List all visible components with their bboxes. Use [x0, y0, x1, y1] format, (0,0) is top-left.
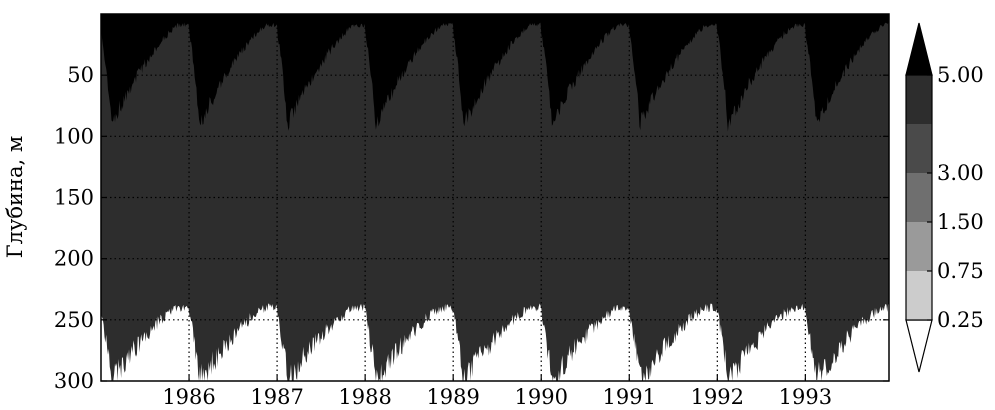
colorbar-frame	[905, 74, 933, 321]
y-tick-label-100: 100	[54, 124, 94, 148]
colorbar-tick-label-5.00: 5.00	[937, 63, 984, 87]
y-axis-title: Глубина, м	[3, 136, 27, 258]
y-tick-label-300: 300	[54, 369, 94, 393]
colorbar-segment-2	[906, 173, 932, 222]
colorbar: 0.25 0.75 1.50 3.00 5.00	[905, 22, 984, 373]
y-tick-label-200: 200	[54, 247, 94, 271]
colorbar-extend-min	[905, 319, 933, 373]
colorbar-tick-label-3.00: 3.00	[937, 161, 984, 185]
colorbar-segment-4	[906, 75, 932, 124]
contour-band-max	[101, 14, 889, 132]
y-tick-label-50: 50	[67, 63, 94, 87]
colorbar-segment-3	[906, 124, 932, 173]
x-tick-label-1989: 1989	[426, 385, 479, 409]
x-tick-label-1992: 1992	[691, 385, 744, 409]
y-tick-label-250: 250	[54, 308, 94, 332]
plot-area	[101, 14, 889, 381]
x-tick-label-1990: 1990	[514, 385, 567, 409]
colorbar-extend-max	[905, 22, 933, 76]
y-tick-label-150: 150	[54, 186, 94, 210]
x-tick-label-1987: 1987	[250, 385, 303, 409]
colorbar-tick-label-1.50: 1.50	[937, 210, 984, 234]
colorbar-segment-0	[906, 271, 932, 320]
x-tick-label-1991: 1991	[603, 385, 656, 409]
colorbar-segment-1	[906, 222, 932, 271]
colorbar-tick-label-0.75: 0.75	[937, 259, 984, 283]
axes: 1986 1987 1988 1989 1990 1991 1992 1993 50 100 150…	[54, 13, 890, 409]
x-tick-label-1986: 1986	[162, 385, 215, 409]
x-tick-label-1993: 1993	[779, 385, 832, 409]
grid	[101, 14, 889, 381]
colorbar-tick-label-0.25: 0.25	[937, 308, 984, 332]
x-tick-label-1988: 1988	[338, 385, 391, 409]
